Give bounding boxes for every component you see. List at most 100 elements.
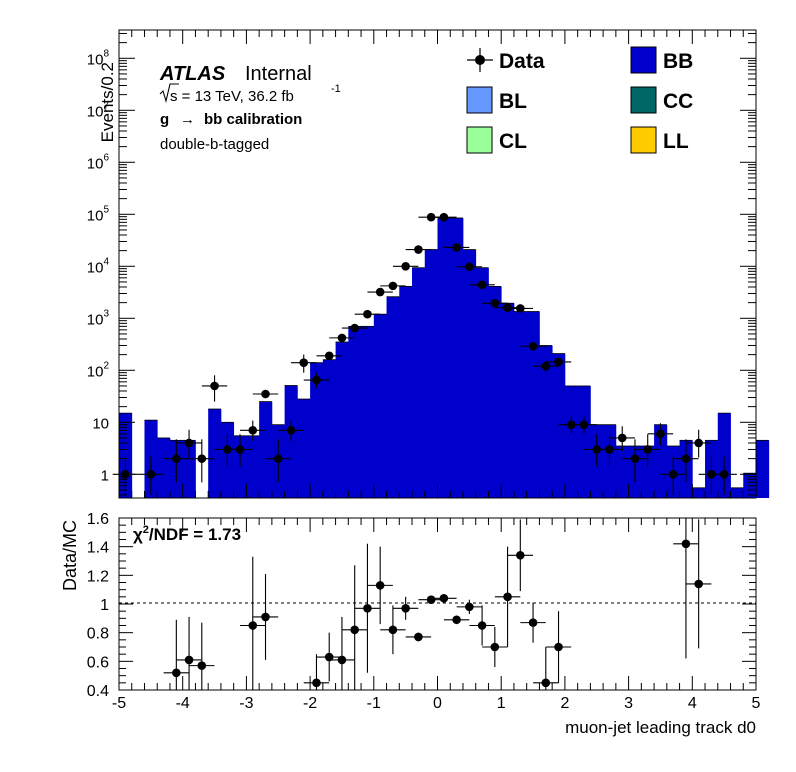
x-tick-label: 2 <box>560 695 569 712</box>
mc-stack-bars <box>119 217 770 498</box>
legend-entry-cl: CL <box>466 126 527 154</box>
mc-bar <box>526 311 540 498</box>
data-point <box>660 456 686 495</box>
data-point <box>622 439 648 483</box>
chi2-value: /NDF = 1.73 <box>149 525 241 544</box>
ratio-point <box>443 615 470 625</box>
mc-bar <box>539 345 553 498</box>
data-point <box>533 360 559 373</box>
tagging-label: double-b-tagged <box>160 136 269 153</box>
main-frame <box>118 29 757 499</box>
mc-bar <box>182 440 196 498</box>
ratio-panel: 0.4 0.6 0.8 1 1.2 1.4 1.6 -5 -4 -3 -2 -1 0 1 2 3 4 5 Data… <box>60 511 761 737</box>
data-point <box>711 456 737 495</box>
legend: Data BB BL CC CL LL <box>466 46 693 154</box>
mc-bar <box>462 249 477 498</box>
chi2-symbol: χ <box>133 525 143 544</box>
data-point <box>431 212 457 222</box>
data-point <box>507 304 534 313</box>
legend-label-bb: BB <box>663 50 693 73</box>
mc-bar <box>297 399 311 498</box>
ratio-point <box>431 593 457 603</box>
legend-label-data: Data <box>499 50 545 73</box>
internal-label: Internal <box>245 63 312 85</box>
y-tick-label-ratio: 1 <box>100 597 109 614</box>
chi2-superscript: 2 <box>143 524 149 536</box>
mc-bar <box>348 326 362 498</box>
data-point <box>227 434 253 467</box>
x-tick-label: 3 <box>624 695 633 712</box>
y-tick-label-main: 107 <box>87 100 110 120</box>
y-tick-label-ratio: 0.4 <box>87 683 109 700</box>
legend-label-bl: BL <box>499 90 527 113</box>
mc-bar <box>564 385 579 498</box>
y-tick-label-ratio: 1.4 <box>87 540 109 557</box>
data-point <box>189 439 215 483</box>
ratio-point <box>405 632 432 642</box>
y-tick-label-ratio: 1.6 <box>87 511 109 528</box>
y-tick-label-main: 105 <box>87 204 110 224</box>
mc-bar <box>577 385 591 498</box>
y-tick-label-main: 108 <box>87 48 110 68</box>
ratio-point <box>367 546 393 625</box>
data-point <box>482 298 508 308</box>
data-point <box>494 303 521 312</box>
ratio-point <box>545 611 572 683</box>
y-tick-label-ratio: 1.2 <box>87 568 109 585</box>
data-point <box>405 245 432 254</box>
x-tick-label: -4 <box>176 695 190 712</box>
data-point <box>341 323 368 333</box>
ratio-point <box>240 556 266 690</box>
process-arrow: → <box>180 111 195 128</box>
mc-bar <box>437 217 451 498</box>
data-point <box>278 420 304 441</box>
lumi-exponent: -1 <box>331 83 341 95</box>
mc-bar <box>692 487 706 498</box>
mc-bar <box>654 424 668 498</box>
data-point <box>367 287 393 297</box>
mc-bar <box>475 267 489 498</box>
data-point <box>392 261 419 271</box>
x-tick-label: 4 <box>688 695 697 712</box>
data-point <box>545 357 572 367</box>
ratio-points <box>163 518 712 690</box>
y-tick-label-main: 104 <box>87 256 110 276</box>
data-point <box>635 434 661 467</box>
y-axis-label-main: Events/0.2 <box>98 62 117 142</box>
mc-bar <box>157 437 171 498</box>
ratio-axes: 0.4 0.6 0.8 1 1.2 1.4 1.6 -5 -4 -3 -2 -1 0 1 2 3 4 5 <box>87 511 761 712</box>
chi2-annotation: χ2/NDF = 1.73 <box>133 524 241 544</box>
mc-bar <box>488 286 502 498</box>
mc-bar <box>386 296 400 498</box>
mc-bar <box>284 385 298 498</box>
ratio-point <box>303 654 330 690</box>
ratio-point <box>469 605 495 646</box>
process-label-g: g <box>160 111 169 128</box>
mc-bar <box>335 342 349 498</box>
data-point <box>303 372 330 389</box>
ratio-point <box>380 605 406 655</box>
data-point <box>596 434 623 467</box>
data-points <box>112 212 737 495</box>
energy-lumi-label: s = 13 TeV, 36.2 fb <box>170 88 294 105</box>
x-tick-label: -3 <box>239 695 253 712</box>
x-tick-label: 5 <box>752 695 761 712</box>
data-point <box>201 375 228 402</box>
data-point <box>163 439 190 483</box>
ratio-point <box>329 616 355 690</box>
data-point <box>138 456 164 495</box>
main-histogram-panel: 1 10 102 103 104 105 106 107 108 Events/0.2 ATLA… <box>87 29 770 499</box>
ratio-point <box>520 602 546 643</box>
data-point <box>469 280 495 290</box>
mc-bar <box>259 401 273 498</box>
x-tick-label: -2 <box>303 695 317 712</box>
legend-entry-bb: BB <box>630 46 693 74</box>
ratio-point <box>494 546 521 647</box>
ratio-point <box>189 622 215 690</box>
mc-bar <box>552 353 566 498</box>
ratio-point <box>392 596 419 620</box>
ratio-point <box>507 519 534 592</box>
ratio-point <box>685 519 712 649</box>
y-tick-label-main: 102 <box>87 360 110 380</box>
